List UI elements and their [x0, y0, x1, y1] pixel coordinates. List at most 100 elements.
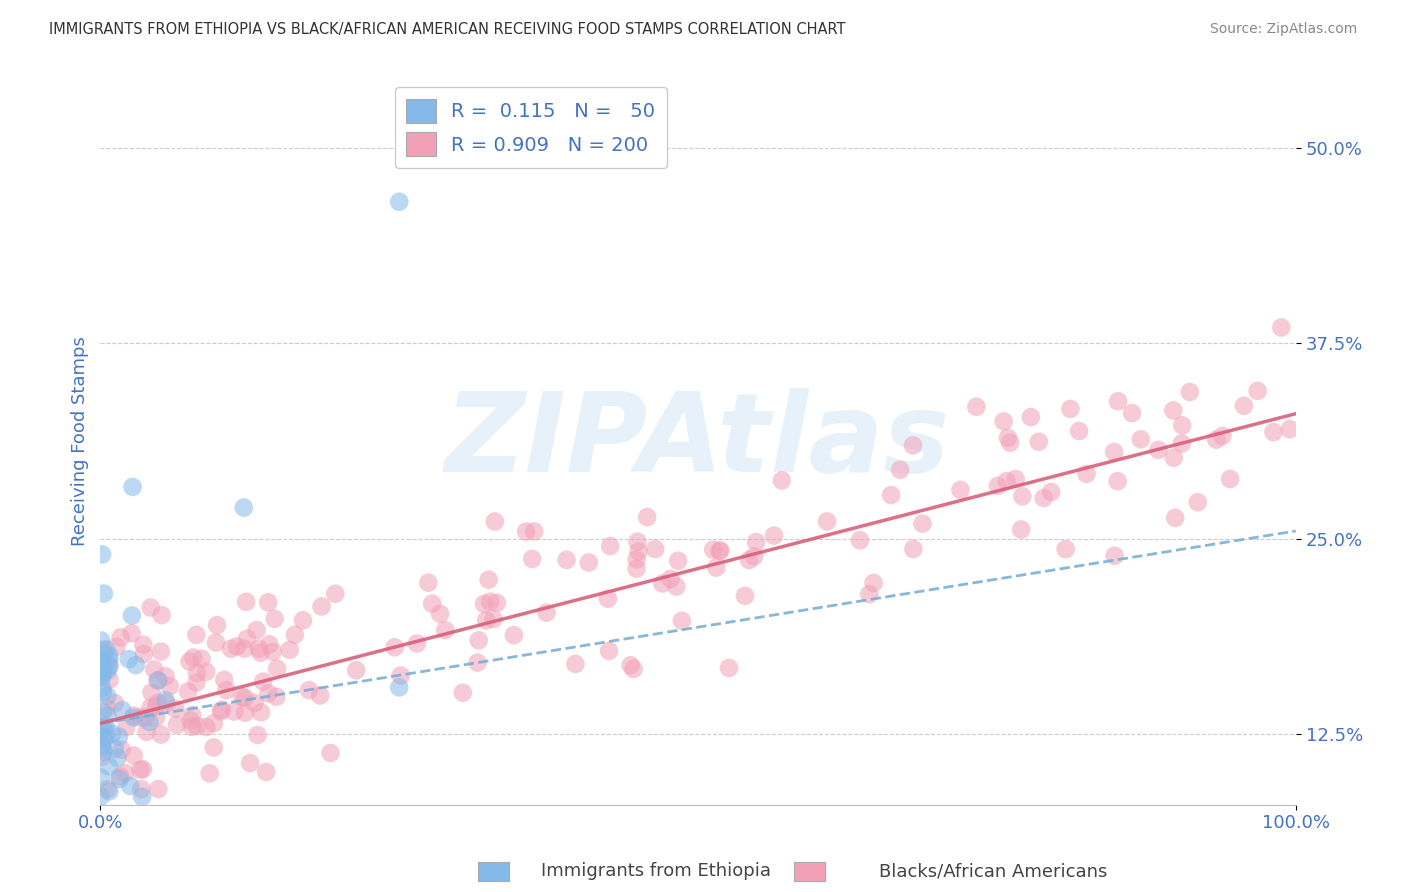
Point: [215, 683, 238, 698]
Point: [93, 721, 115, 735]
Point: [1040, 485, 1063, 500]
Point: [177, 684, 200, 698]
Point: [96, 700, 118, 714]
Point: [155, 696, 177, 710]
Point: [94, 719, 117, 733]
Point: [485, 596, 508, 610]
Point: [108, 772, 131, 786]
Point: [717, 661, 740, 675]
Point: [202, 716, 225, 731]
Point: [132, 647, 155, 661]
Point: [98, 653, 121, 667]
Point: [247, 641, 270, 656]
Point: [132, 762, 155, 776]
Point: [97, 782, 120, 797]
Text: Immigrants from Ethiopia: Immigrants from Ethiopia: [541, 863, 772, 880]
Point: [862, 576, 884, 591]
Point: [659, 572, 682, 586]
Point: [231, 690, 253, 704]
Point: [125, 658, 148, 673]
Point: [139, 600, 162, 615]
Point: [179, 655, 201, 669]
Point: [599, 539, 621, 553]
Point: [278, 642, 301, 657]
Point: [129, 782, 152, 797]
Point: [468, 633, 491, 648]
Point: [91, 685, 114, 699]
Point: [451, 686, 474, 700]
Point: [232, 500, 254, 515]
Point: [1147, 442, 1170, 457]
Point: [246, 623, 269, 637]
Point: [148, 782, 170, 797]
Point: [475, 613, 498, 627]
Point: [709, 544, 731, 558]
Point: [94, 729, 117, 743]
Point: [107, 750, 129, 764]
Point: [596, 591, 619, 606]
Point: [93, 731, 115, 746]
Point: [205, 618, 228, 632]
Point: [181, 720, 204, 734]
Point: [1000, 435, 1022, 450]
Point: [266, 690, 288, 704]
Point: [627, 544, 650, 558]
Point: [233, 690, 256, 705]
Point: [246, 728, 269, 742]
Point: [121, 626, 143, 640]
Point: [111, 743, 134, 757]
Point: [880, 488, 903, 502]
Point: [149, 644, 172, 658]
Point: [118, 652, 141, 666]
Point: [418, 575, 440, 590]
Point: [889, 463, 911, 477]
Point: [555, 553, 578, 567]
Point: [146, 673, 169, 688]
Point: [1164, 511, 1187, 525]
Point: [420, 597, 443, 611]
Point: [98, 784, 121, 798]
Point: [209, 705, 232, 719]
Point: [344, 663, 367, 677]
Point: [987, 479, 1010, 493]
Point: [96, 664, 118, 678]
Point: [702, 542, 724, 557]
Point: [1178, 384, 1201, 399]
Point: [211, 703, 233, 717]
Point: [636, 510, 658, 524]
Point: [90, 633, 112, 648]
Point: [121, 480, 143, 494]
Point: [1263, 425, 1285, 440]
Point: [1278, 422, 1301, 436]
Point: [298, 683, 321, 698]
Point: [1059, 401, 1081, 416]
Point: [651, 576, 673, 591]
Point: [1102, 445, 1125, 459]
Point: [98, 673, 121, 687]
Point: [503, 628, 526, 642]
Point: [903, 541, 925, 556]
Point: [384, 640, 406, 655]
Point: [91, 670, 114, 684]
Point: [135, 724, 157, 739]
Point: [763, 528, 786, 542]
Point: [122, 748, 145, 763]
Point: [91, 706, 114, 720]
Point: [239, 756, 262, 770]
Point: [104, 742, 127, 756]
Point: [911, 516, 934, 531]
Point: [1121, 406, 1143, 420]
Point: [186, 675, 208, 690]
Point: [388, 194, 411, 209]
Point: [150, 728, 173, 742]
Point: [1171, 418, 1194, 433]
Point: [1032, 491, 1054, 505]
Point: [134, 710, 156, 724]
Point: [1011, 489, 1033, 503]
Point: [205, 635, 228, 649]
Point: [1004, 472, 1026, 486]
Point: [949, 483, 972, 497]
Point: [91, 741, 114, 756]
Point: [139, 701, 162, 715]
Text: IMMIGRANTS FROM ETHIOPIA VS BLACK/AFRICAN AMERICAN RECEIVING FOOD STAMPS CORRELA: IMMIGRANTS FROM ETHIOPIA VS BLACK/AFRICA…: [49, 22, 846, 37]
